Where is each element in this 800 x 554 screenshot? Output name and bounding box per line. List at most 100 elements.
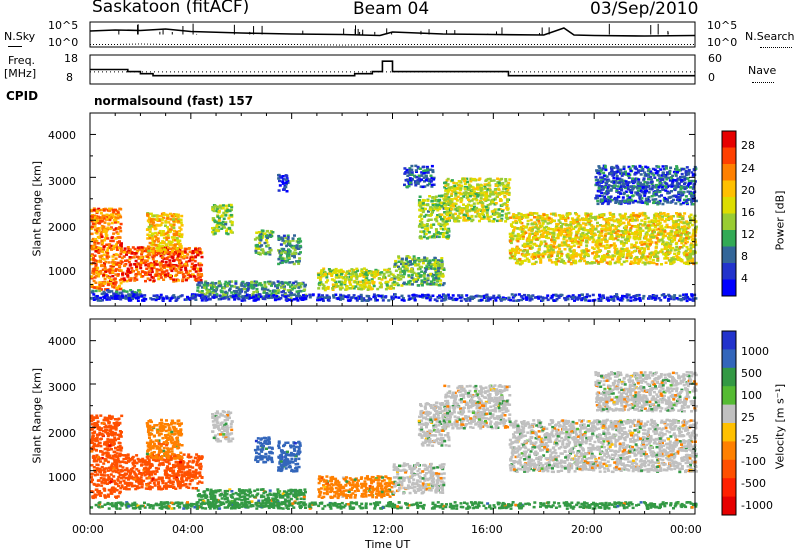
- power-cell: [229, 229, 233, 232]
- power-cell: [402, 281, 406, 284]
- velocity-cbar-tick: 25: [741, 411, 755, 424]
- power-cell: [579, 237, 583, 240]
- power-cell: [465, 196, 469, 200]
- power-cell: [542, 213, 546, 216]
- power-cell: [439, 282, 442, 286]
- power-cell: [395, 276, 399, 279]
- power-cell: [410, 168, 414, 172]
- power-cell: [113, 283, 117, 286]
- power-cell: [178, 259, 182, 262]
- power-cell: [426, 274, 430, 277]
- power-cell: [387, 274, 391, 277]
- power-cell: [476, 212, 480, 215]
- power-cell: [432, 283, 435, 286]
- power-cell: [546, 231, 549, 234]
- power-cell: [116, 293, 120, 296]
- power-cell: [538, 245, 542, 248]
- power-cell: [95, 216, 99, 220]
- power-cell: [531, 232, 534, 235]
- power-cell: [462, 217, 466, 220]
- power-cell: [320, 269, 324, 272]
- power-cell: [173, 244, 177, 247]
- power-cell: [199, 269, 203, 272]
- power-cell: [169, 223, 173, 227]
- power-cell: [589, 227, 593, 231]
- power-cell: [531, 228, 534, 231]
- power-cell: [553, 239, 557, 243]
- power-cell: [491, 190, 495, 194]
- power-cell: [430, 179, 434, 182]
- power-cell: [113, 261, 117, 264]
- power-cell: [560, 244, 564, 247]
- power-cell: [591, 246, 595, 249]
- power-cell: [190, 257, 194, 261]
- power-cell: [570, 217, 574, 220]
- power-cell: [135, 268, 139, 271]
- noise-search-legend-line: [760, 47, 792, 48]
- power-cell: [268, 289, 272, 293]
- power-cell: [179, 261, 183, 265]
- power-cell: [668, 179, 672, 182]
- power-cell: [123, 247, 127, 250]
- power-cell: [365, 277, 369, 280]
- power-cell: [690, 238, 694, 242]
- power-cell: [420, 217, 424, 221]
- power-cell: [338, 271, 342, 274]
- power-cell: [330, 278, 334, 281]
- power-cell: [531, 257, 535, 260]
- power-cell: [116, 286, 120, 289]
- power-cell: [253, 238, 257, 241]
- power-cell: [462, 191, 466, 195]
- power-cell: [113, 286, 117, 289]
- power-cell: [565, 212, 569, 215]
- power-cell: [369, 287, 373, 291]
- power-cell: [408, 177, 412, 180]
- power-cell: [471, 197, 475, 201]
- power-cell: [619, 249, 623, 253]
- power-cell: [574, 234, 578, 238]
- power-cell: [441, 217, 445, 221]
- power-cell: [155, 233, 159, 236]
- power-cell: [94, 238, 97, 241]
- power-cell: [600, 194, 604, 198]
- power-cell: [669, 243, 673, 246]
- power-cell: [163, 213, 167, 216]
- power-cell: [215, 228, 219, 232]
- power-cell: [158, 250, 162, 253]
- power-cell: [559, 217, 563, 220]
- power-cell: [685, 166, 689, 169]
- power-cell: [408, 172, 412, 175]
- power-cell: [683, 252, 686, 255]
- power-cell: [162, 236, 166, 240]
- power-cell: [422, 230, 426, 233]
- power-cell: [546, 247, 550, 251]
- power-cell: [170, 269, 174, 273]
- power-cell: [103, 282, 106, 285]
- power-cell: [424, 174, 428, 178]
- power-cell: [111, 255, 115, 258]
- power-cell: [589, 223, 593, 227]
- power-cell: [101, 250, 105, 253]
- power-cell: [648, 226, 652, 229]
- power-cell: [523, 245, 527, 248]
- power-cell: [214, 204, 217, 208]
- power-cell: [443, 227, 447, 231]
- power-cell: [96, 287, 100, 290]
- power-cell: [334, 276, 338, 279]
- power-cell: [372, 275, 376, 279]
- power-cell: [174, 264, 178, 267]
- power-cell: [405, 282, 409, 286]
- power-cell: [179, 245, 183, 248]
- power-cell: [533, 216, 536, 219]
- power-cell: [495, 219, 499, 223]
- power-cell: [266, 251, 270, 254]
- power-cell: [642, 249, 646, 253]
- power-cell: [673, 236, 677, 239]
- station-title: Saskatoon (fitACF): [92, 0, 250, 17]
- power-cell: [581, 231, 585, 235]
- power-cell: [101, 214, 105, 218]
- power-cell: [131, 270, 135, 273]
- power-cell: [454, 212, 458, 216]
- power-cell: [562, 241, 566, 244]
- power-cell: [618, 213, 622, 216]
